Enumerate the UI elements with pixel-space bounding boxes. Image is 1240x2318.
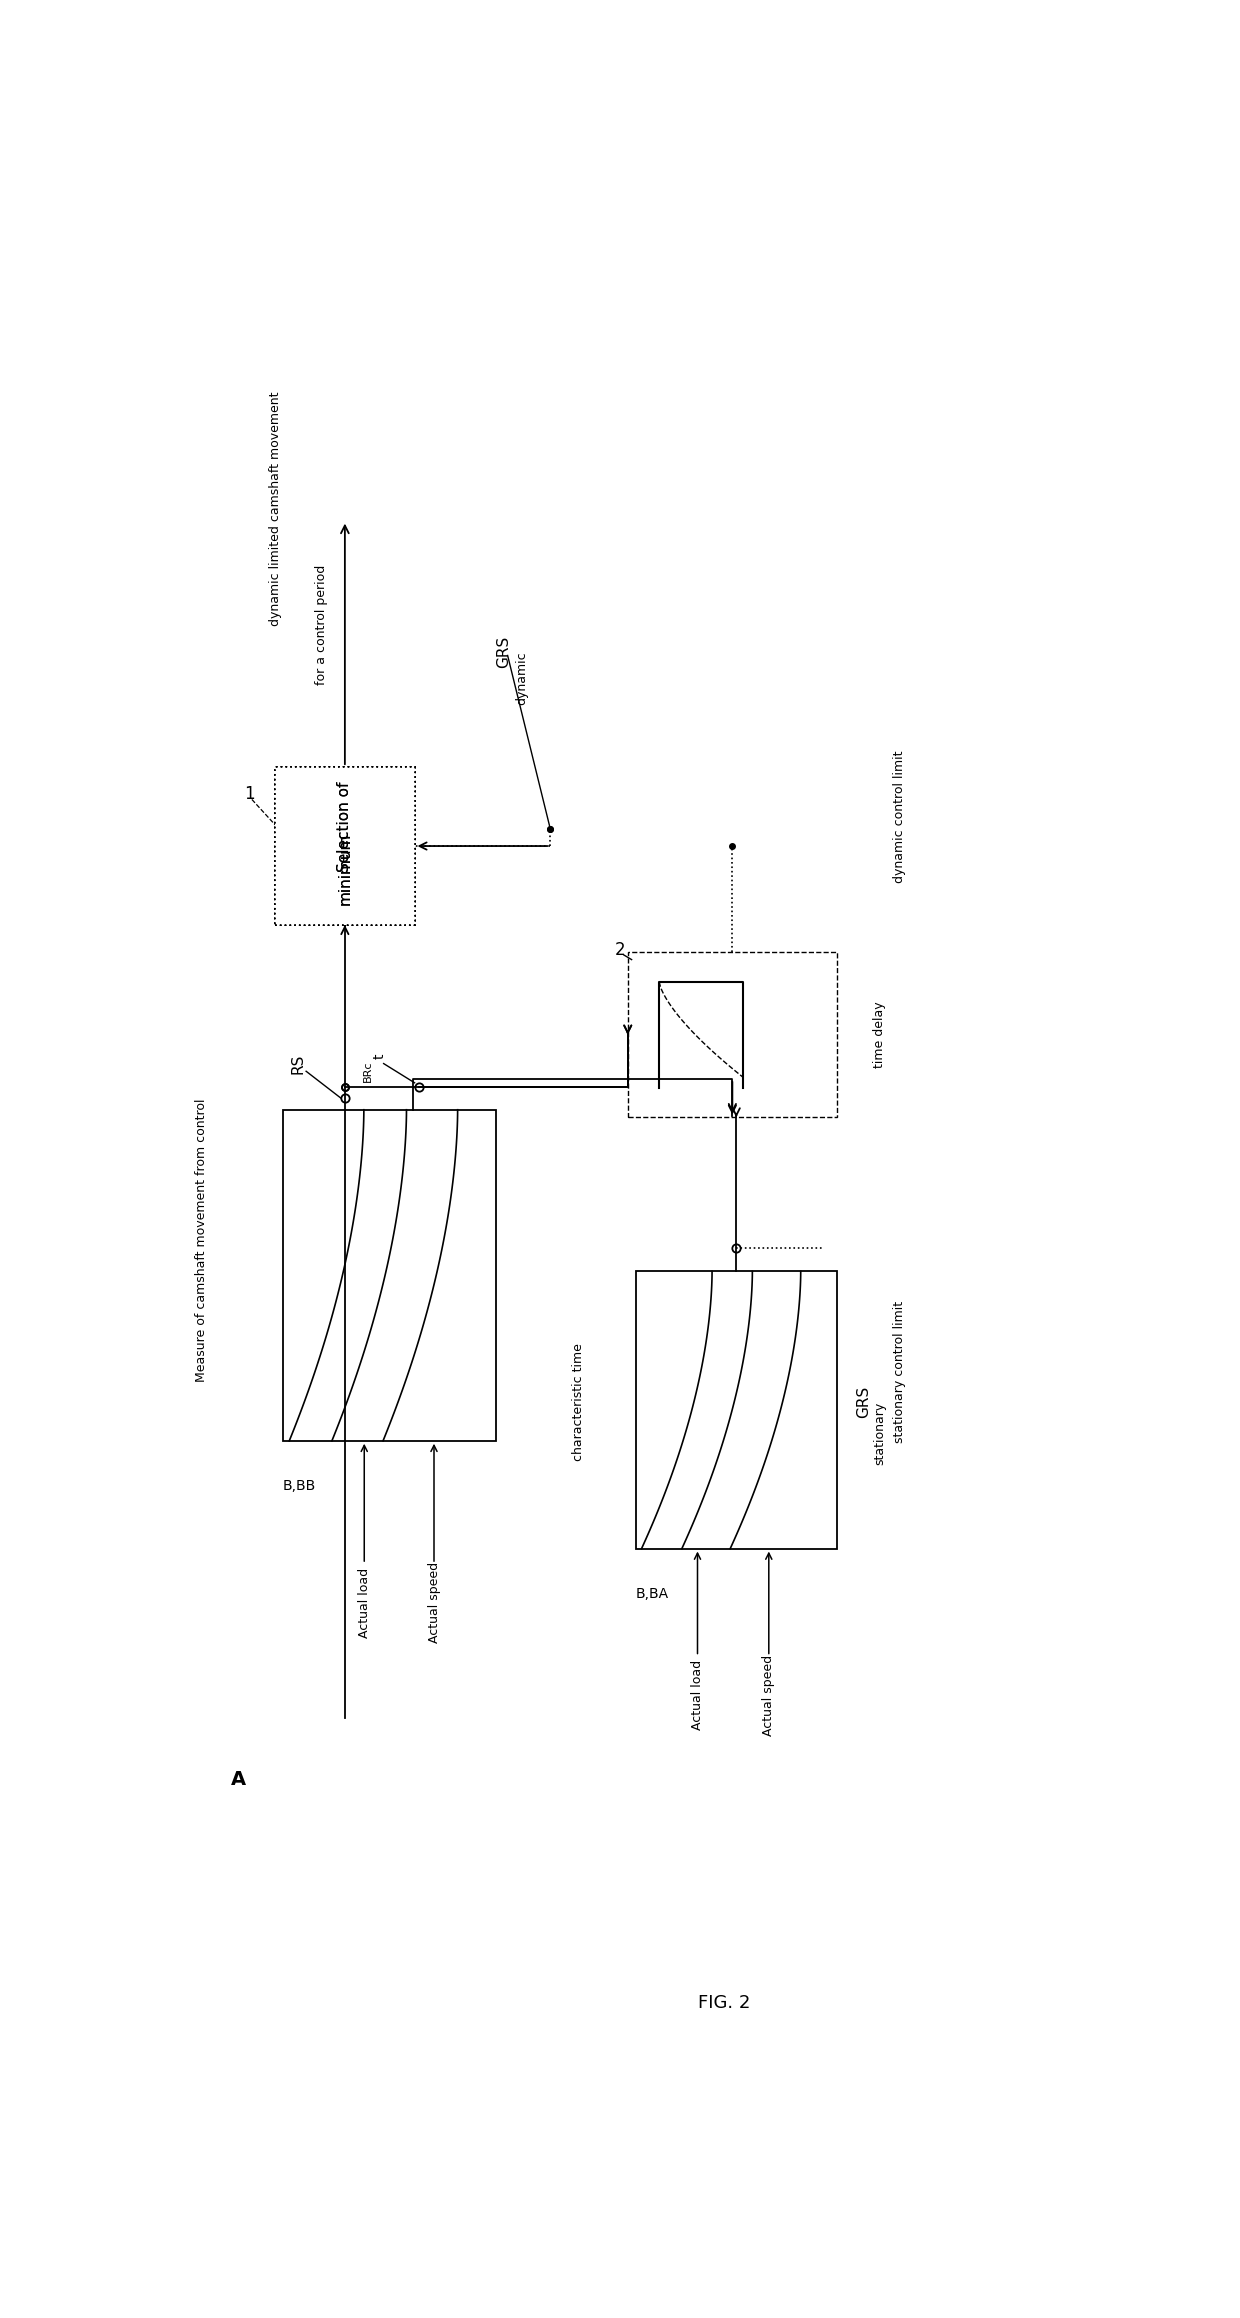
Bar	[275, 767, 414, 925]
Text: 1: 1	[244, 786, 255, 802]
Text: t: t	[373, 1052, 387, 1059]
Text: stationary: stationary	[873, 1402, 887, 1465]
Text: FIG. 2: FIG. 2	[698, 1993, 750, 2012]
Text: dynamic limited camshaft movement: dynamic limited camshaft movement	[269, 392, 281, 626]
Text: dynamic control limit: dynamic control limit	[893, 751, 905, 883]
Text: Actual load: Actual load	[691, 1660, 704, 1729]
Text: stationary control limit: stationary control limit	[893, 1300, 905, 1442]
Text: GRS: GRS	[496, 635, 511, 668]
Bar	[635, 1273, 837, 1548]
Text: minimum: minimum	[337, 832, 352, 906]
Text: Actual speed: Actual speed	[763, 1655, 775, 1736]
Text: A: A	[231, 1771, 247, 1789]
Text: RS: RS	[291, 1052, 306, 1073]
Bar	[283, 1110, 496, 1442]
Text: for a control period: for a control period	[315, 566, 329, 684]
Text: minimum: minimum	[337, 832, 352, 906]
Text: Measure of camshaft movement from control: Measure of camshaft movement from contro…	[195, 1099, 208, 1382]
Text: dynamic: dynamic	[516, 651, 528, 705]
Bar	[275, 767, 414, 925]
Text: time delay: time delay	[873, 1001, 887, 1069]
Text: B,BA: B,BA	[635, 1588, 668, 1602]
Text: Actual speed: Actual speed	[428, 1562, 440, 1643]
Bar	[275, 767, 414, 925]
Text: B,BB: B,BB	[283, 1479, 316, 1493]
Text: Selection of: Selection of	[337, 781, 352, 872]
Text: Actual load: Actual load	[358, 1567, 371, 1637]
Text: 2: 2	[615, 941, 625, 960]
Text: GRS: GRS	[857, 1386, 872, 1419]
Text: Selection of: Selection of	[337, 781, 352, 872]
Text: BRc: BRc	[363, 1062, 373, 1083]
Text: characteristic time: characteristic time	[573, 1344, 585, 1460]
Bar	[627, 953, 837, 1117]
